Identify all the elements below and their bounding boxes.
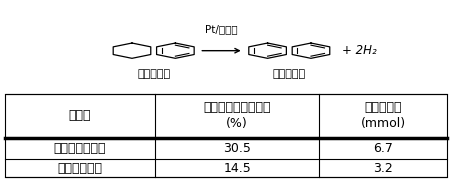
Text: ヒーター加熱: ヒーター加熱 — [57, 162, 102, 175]
Text: マイクロ波加熱: マイクロ波加熱 — [54, 142, 106, 155]
Text: 14.5: 14.5 — [223, 162, 250, 175]
Text: 30.5: 30.5 — [223, 142, 250, 155]
Text: Pt/活性炭: Pt/活性炭 — [205, 24, 237, 34]
Text: テトラリンの変換率
(%): テトラリンの変換率 (%) — [203, 101, 270, 130]
Text: 加熱法: 加熱法 — [69, 109, 91, 122]
Text: + 2H₂: + 2H₂ — [341, 44, 376, 57]
Text: 6.7: 6.7 — [373, 142, 392, 155]
Text: テトラリン: テトラリン — [137, 69, 170, 79]
Text: ナフタレン: ナフタレン — [272, 69, 305, 79]
Text: 3.2: 3.2 — [373, 162, 392, 175]
Text: 水素発生率
(mmol): 水素発生率 (mmol) — [360, 101, 405, 130]
